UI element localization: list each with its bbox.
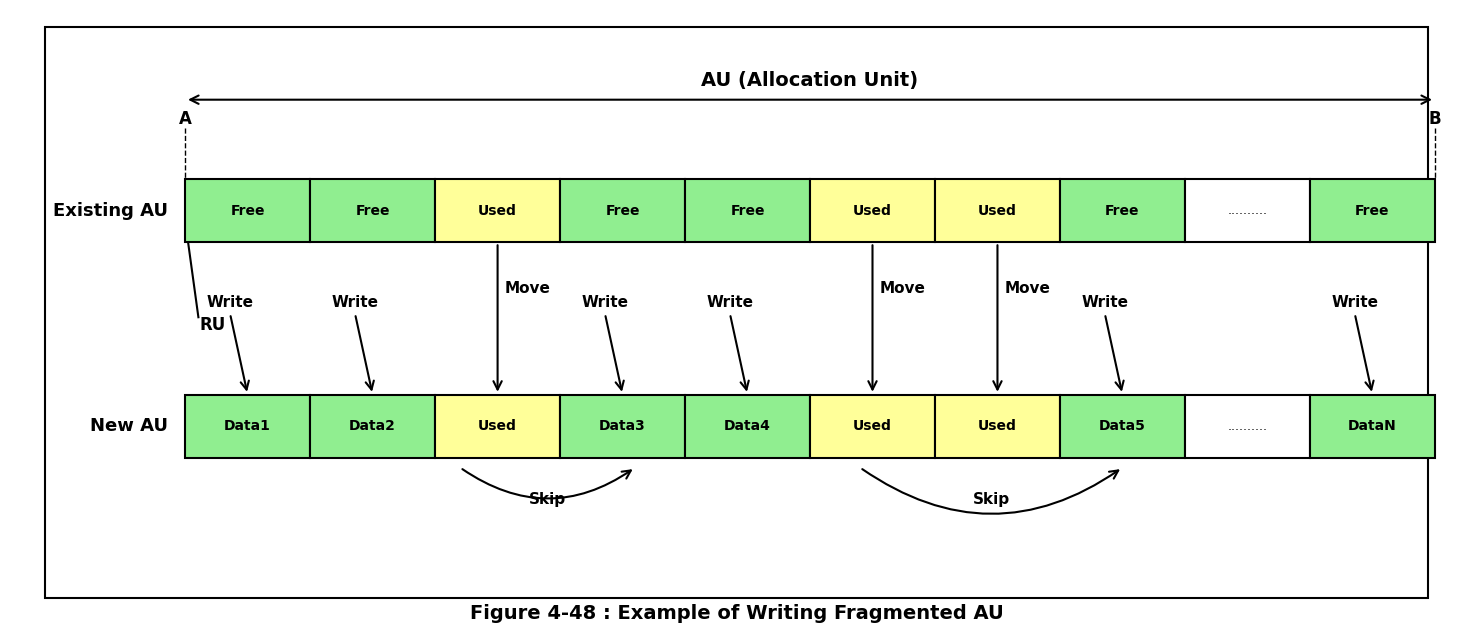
Text: Write: Write [707, 296, 753, 310]
Text: ..........: .......... [1227, 420, 1267, 433]
Bar [1061, 179, 1184, 243]
Text: New AU: New AU [90, 417, 168, 435]
Text: Skip: Skip [529, 492, 566, 507]
Text: Free: Free [355, 204, 390, 218]
Text: Move: Move [879, 280, 925, 296]
Text: Used: Used [978, 419, 1016, 433]
Text: AU (Allocation Unit): AU (Allocation Unit) [701, 71, 919, 90]
Text: Data5: Data5 [1099, 419, 1146, 433]
Text: Free: Free [731, 204, 764, 218]
Text: Figure 4-48 : Example of Writing Fragmented AU: Figure 4-48 : Example of Writing Fragmen… [470, 604, 1003, 623]
Bar [685, 394, 810, 458]
Bar [186, 179, 311, 243]
Bar [1184, 394, 1309, 458]
Text: Move: Move [505, 280, 551, 296]
Text: Data4: Data4 [725, 419, 770, 433]
Text: B: B [1429, 110, 1441, 128]
Text: Free: Free [230, 204, 265, 218]
Text: Write: Write [206, 296, 253, 310]
Text: Used: Used [853, 204, 893, 218]
Bar [311, 394, 435, 458]
Text: Skip: Skip [972, 492, 1010, 507]
Text: ..........: .......... [1227, 204, 1267, 217]
Text: Used: Used [479, 419, 517, 433]
Text: DataN: DataN [1348, 419, 1396, 433]
Bar [810, 179, 935, 243]
Text: Data2: Data2 [349, 419, 396, 433]
Bar [435, 179, 560, 243]
Text: Write: Write [582, 296, 629, 310]
Bar [1309, 179, 1435, 243]
Text: Write: Write [1081, 296, 1128, 310]
Bar [1184, 179, 1309, 243]
Text: Write: Write [1332, 296, 1379, 310]
Bar [435, 394, 560, 458]
Text: Used: Used [978, 204, 1016, 218]
Text: Write: Write [331, 296, 379, 310]
Text: Used: Used [853, 419, 893, 433]
Text: Existing AU: Existing AU [53, 202, 168, 220]
Text: A: A [178, 110, 191, 128]
Bar [560, 394, 685, 458]
Text: RU: RU [200, 316, 227, 334]
Bar [685, 179, 810, 243]
Bar [810, 394, 935, 458]
Bar [186, 394, 311, 458]
Text: Used: Used [479, 204, 517, 218]
Text: Free: Free [605, 204, 639, 218]
Bar [935, 179, 1061, 243]
Text: Free: Free [1355, 204, 1389, 218]
Bar [1309, 394, 1435, 458]
Bar [1061, 394, 1184, 458]
Text: Data1: Data1 [224, 419, 271, 433]
Text: Free: Free [1105, 204, 1140, 218]
Bar [935, 394, 1061, 458]
Bar [560, 179, 685, 243]
Bar [311, 179, 435, 243]
Text: Data3: Data3 [600, 419, 647, 433]
Text: Move: Move [1005, 280, 1050, 296]
